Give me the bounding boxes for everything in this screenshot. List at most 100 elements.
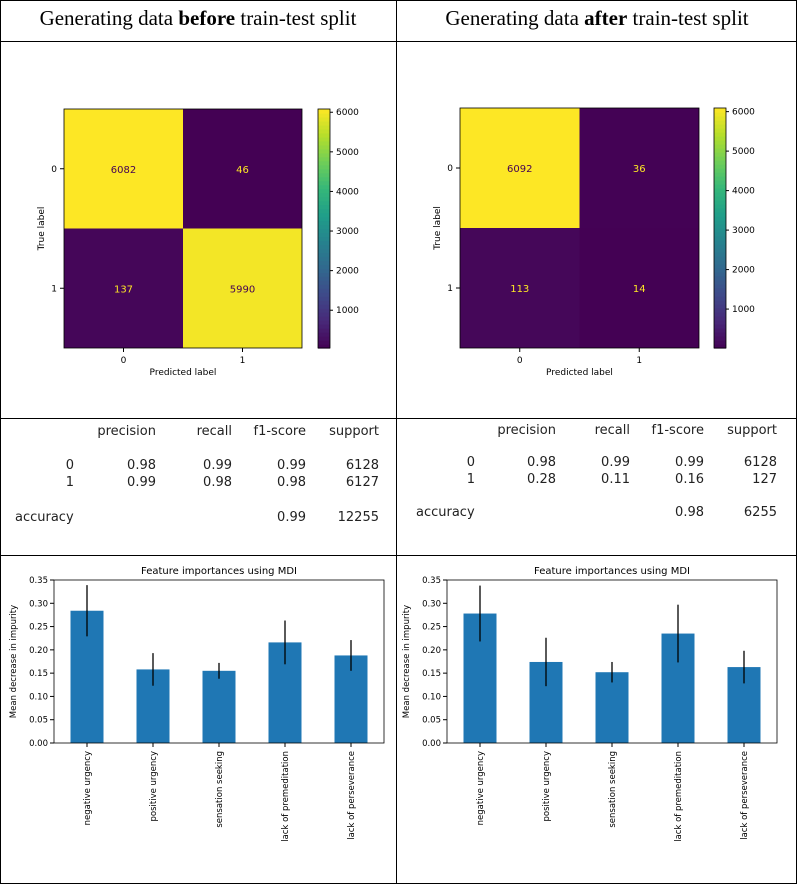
colorbar-segment	[318, 316, 330, 321]
report-accuracy-label: accuracy	[15, 510, 74, 525]
colorbar-segment	[714, 108, 726, 113]
colorbar-segment	[714, 200, 726, 205]
x-axis-label: Predicted label	[546, 368, 613, 378]
y-tick-label-6: 0.30	[29, 599, 48, 609]
x-tick-label-2: sensation seeking	[608, 751, 618, 828]
report-header-support: support	[329, 424, 379, 439]
report-header-f1-score: f1-score	[254, 424, 306, 439]
y-axis-label: Mean decrease in impurity	[402, 605, 412, 718]
report-accuracy-support: 12255	[338, 510, 379, 525]
colorbar-tick-label-3: 4000	[336, 187, 359, 197]
y-tick-label-6: 0.30	[422, 599, 441, 609]
colorbar-segment	[318, 144, 330, 150]
matrix-cell-0-1	[183, 109, 302, 229]
y-tick-label-0: 0.00	[422, 739, 441, 749]
colorbar-segment	[318, 224, 330, 230]
colorbar-segment	[318, 264, 330, 269]
colorbar-segment	[318, 192, 330, 198]
colorbar-segment	[714, 184, 726, 189]
y-tick-label-0: 0	[447, 164, 453, 174]
colorbar-segment	[714, 188, 726, 193]
y-tick-label-1: 0.05	[422, 716, 441, 726]
colorbar-segment	[714, 256, 726, 261]
plot-frame	[53, 579, 385, 744]
colorbar-segment	[318, 252, 330, 257]
colorbar-segment	[714, 232, 726, 237]
colorbar-segment	[714, 268, 726, 273]
report-header-recall: recall	[595, 423, 630, 438]
colorbar-segment	[714, 344, 726, 349]
matrix-cell-0-0	[64, 109, 183, 229]
colorbar-segment	[318, 156, 330, 162]
colorbar-segment	[318, 248, 330, 253]
header-after-bold: after	[584, 6, 628, 30]
colorbar-segment	[318, 304, 330, 309]
matrix-frame	[63, 108, 303, 349]
colorbar-segment	[714, 320, 726, 325]
colorbar-segment	[318, 332, 330, 337]
report-accuracy-label: accuracy	[416, 505, 475, 520]
report-cell: 0.98	[277, 475, 306, 490]
colorbar-segment	[714, 176, 726, 181]
colorbar-segment	[714, 168, 726, 173]
x-tick-label-4: lack of perseverance	[347, 751, 357, 840]
colorbar-segment	[318, 168, 330, 174]
colorbar-segment	[318, 308, 330, 313]
y-tick-label-0: 0.00	[29, 739, 48, 749]
colorbar-segment	[318, 320, 330, 325]
header-before-post: train-test split	[235, 6, 357, 30]
bar-2	[202, 670, 236, 743]
colorbar-segment	[318, 268, 330, 273]
colorbar-segment	[318, 128, 330, 134]
colorbar-segment	[714, 208, 726, 213]
colorbar-segment	[714, 148, 726, 153]
y-tick-label-7: 0.35	[422, 576, 441, 586]
report-cell: 0.99	[203, 458, 232, 473]
colorbar-segment	[714, 244, 726, 249]
matrix-cell-0-0	[460, 108, 580, 228]
colorbar-segment	[714, 280, 726, 285]
x-tick-label-0: 0	[517, 356, 523, 366]
colorbar-tick-label-5: 6000	[336, 108, 359, 118]
header-before-pre: Generating data	[39, 6, 179, 30]
x-tick-label-3: lack of premeditation	[281, 751, 291, 842]
colorbar-segment	[714, 264, 726, 269]
colorbar-segment	[714, 240, 726, 245]
colorbar-segment	[318, 132, 330, 138]
colorbar-segment	[318, 296, 330, 301]
colorbar-segment	[318, 260, 330, 265]
colorbar-segment	[714, 316, 726, 321]
chart-title: Feature importances using MDI	[534, 566, 690, 577]
y-axis-label: True label	[37, 207, 47, 252]
colorbar-segment	[318, 148, 330, 154]
colorbar-segment	[714, 144, 726, 149]
report-row-label-0: 0	[66, 458, 74, 473]
colorbar-segment	[318, 204, 330, 210]
report-cell: 6128	[346, 458, 379, 473]
colorbar-tick-label-4: 5000	[336, 148, 359, 158]
colorbar-segment	[714, 260, 726, 265]
header-after-pre: Generating data	[445, 6, 585, 30]
y-tick-label-5: 0.25	[29, 623, 48, 633]
matrix-cell-value-0-1: 46	[236, 165, 249, 176]
colorbar-segment	[318, 180, 330, 186]
y-axis-label: Mean decrease in impurity	[9, 605, 19, 718]
report-row-label-1: 1	[467, 472, 475, 487]
colorbar-segment	[318, 172, 330, 178]
colorbar-segment	[714, 324, 726, 329]
report-cell: 0.99	[127, 475, 156, 490]
x-tick-label-0: negative urgency	[83, 751, 93, 825]
matrix-cell-value-1-0: 113	[510, 284, 529, 295]
report-cell: 6127	[346, 475, 379, 490]
confusion-matrix-after: 6092 36 113 14 0 1 0 1 Predicted label True label…	[433, 107, 755, 378]
colorbar-segment	[714, 196, 726, 201]
colorbar-segment	[714, 304, 726, 309]
colorbar-segment	[714, 212, 726, 217]
x-tick-label-3: lack of premeditation	[674, 751, 684, 842]
colorbar-segment	[714, 204, 726, 209]
colorbar-segment	[318, 160, 330, 166]
colorbar-segment	[714, 124, 726, 129]
colorbar-segment	[714, 308, 726, 313]
colorbar-segment	[318, 216, 330, 222]
colorbar-frame	[317, 108, 331, 349]
